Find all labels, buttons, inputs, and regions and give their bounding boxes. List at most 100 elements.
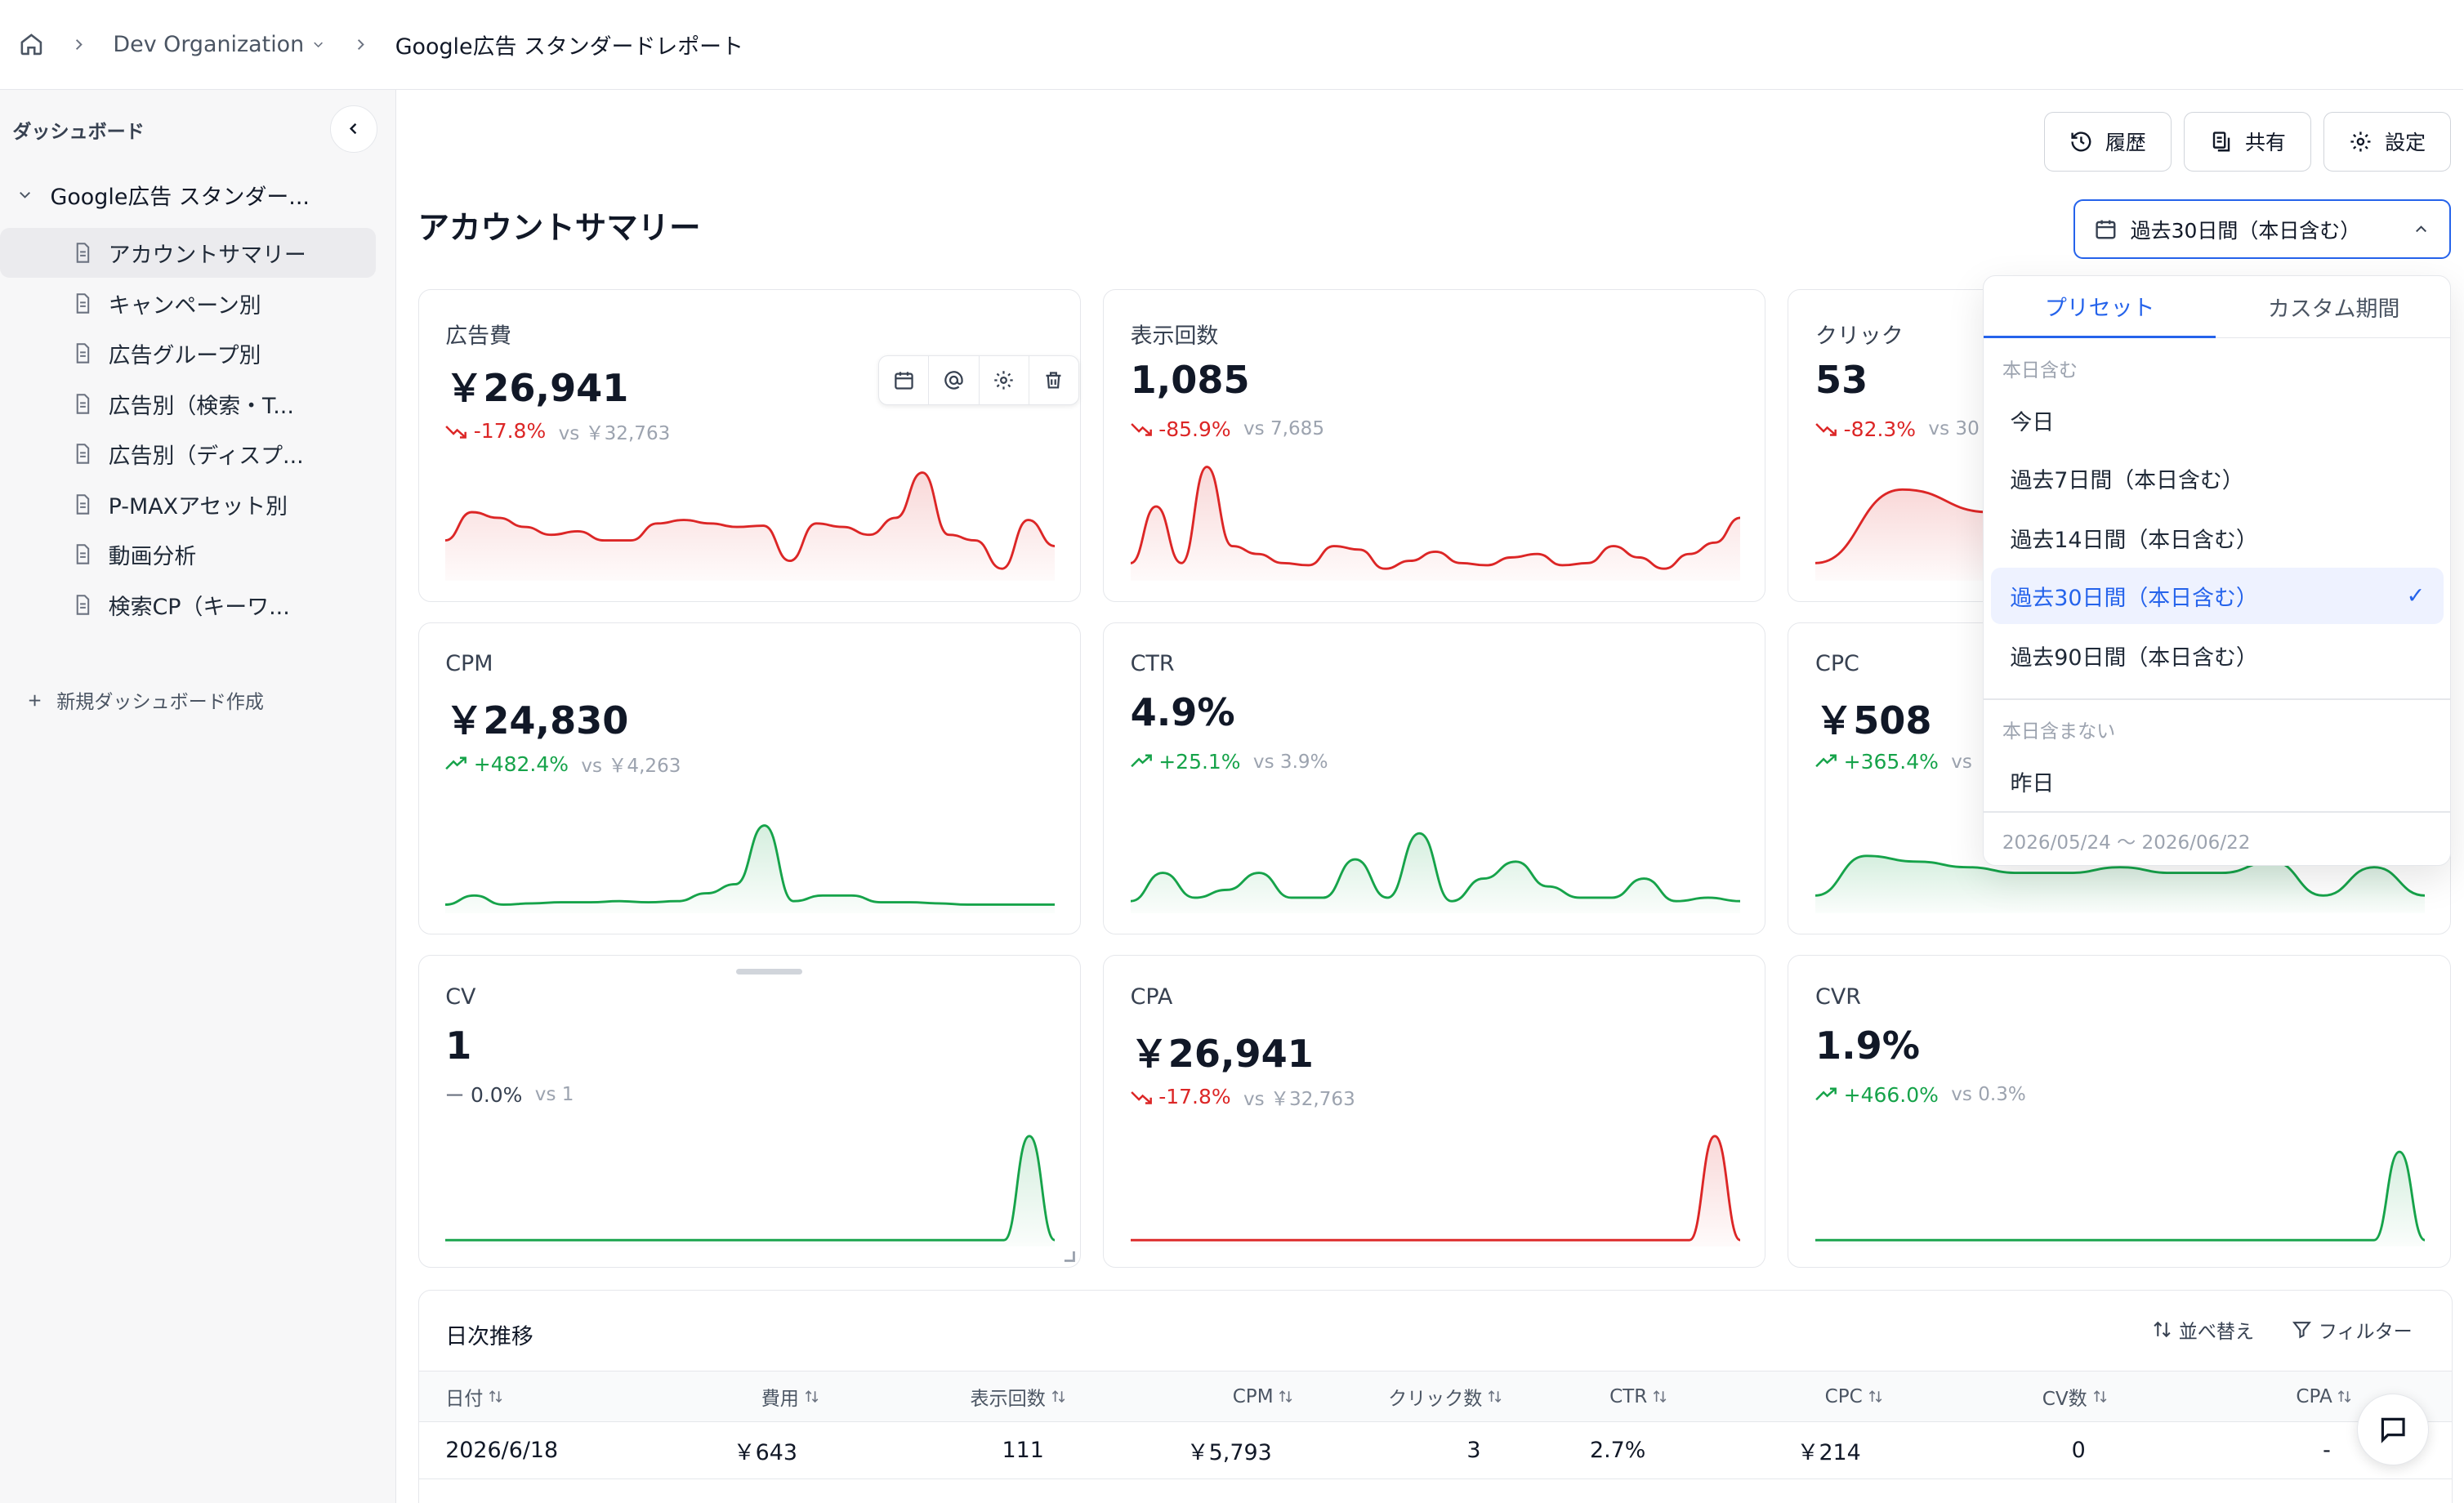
kpi-card[interactable]: 表示回数 1,085 -85.9% vs 7,685: [1102, 288, 1766, 602]
kpi-delta: -17.8% vs ￥32,763: [445, 417, 670, 445]
sparkline: [445, 471, 1056, 581]
sort-icon: [1653, 1390, 1667, 1403]
table-cell: ￥5,793: [1186, 1439, 1272, 1465]
chevron-right-icon: [351, 35, 370, 54]
kpi-compare: vs: [1951, 751, 1972, 773]
sort-button[interactable]: 並べ替え: [2152, 1316, 2254, 1344]
trend-up-icon: [1815, 754, 1837, 768]
sparkline: [1815, 1150, 2426, 1247]
document-icon: [77, 292, 90, 314]
table-row: 2026/6/18 ￥643 111 ￥5,793 3 2.7% ￥214 0 -: [418, 1422, 2452, 1479]
option-today[interactable]: 今日: [2010, 409, 2055, 435]
sidebar-group-label: Google広告 スタンダー...: [50, 185, 310, 211]
sidebar-item[interactable]: P-MAXアセット別: [0, 479, 376, 529]
column-header[interactable]: CPC: [1770, 1371, 1882, 1421]
home-icon[interactable]: [19, 32, 44, 57]
sidebar-item[interactable]: キャンペーン別: [0, 278, 376, 328]
calendar-icon: [2096, 220, 2116, 239]
main-content: 履歴 共有 設定 アカウントサマリー 過去30日間（本日含む） 広告費 ￥26,9…: [398, 90, 2464, 1503]
column-header[interactable]: 費用: [639, 1371, 819, 1421]
kpi-delta: -85.9% vs 7,685: [1130, 417, 1324, 441]
kpi-label: CPM: [445, 651, 493, 677]
gear-icon: [2350, 132, 2371, 152]
column-header[interactable]: CPA: [2194, 1371, 2352, 1421]
chevron-right-icon: [69, 35, 88, 54]
date-range-text: 2026/05/24 〜 2026/06/22: [2002, 832, 2251, 854]
kpi-compare: vs 3.9%: [1252, 751, 1328, 773]
new-dashboard-button[interactable]: 新規ダッシュボード作成: [25, 686, 264, 714]
chevron-down-icon: [20, 192, 31, 198]
tab-preset[interactable]: プリセット: [1983, 276, 2216, 339]
kpi-card[interactable]: CPA ￥26,941 -17.8% vs ￥32,763: [1102, 955, 1766, 1268]
trend-up-icon: [445, 756, 467, 769]
sparkline-line: [1130, 832, 1740, 903]
sparkline-area: [1815, 1152, 2426, 1247]
filter-icon: [2292, 1322, 2312, 1339]
date-range-picker[interactable]: 過去30日間（本日含む）: [2073, 199, 2451, 260]
document-icon: [77, 243, 90, 263]
kpi-card[interactable]: CV 1 0.0% vs 1: [417, 955, 1081, 1268]
sidebar-item[interactable]: アカウントサマリー: [0, 227, 376, 279]
check-icon: ✓: [2406, 583, 2426, 609]
sort-icon: [2154, 1321, 2171, 1338]
sidebar-group[interactable]: Google広告 スタンダー...: [16, 179, 310, 211]
filter-button[interactable]: フィルター: [2292, 1316, 2413, 1344]
option-last-30-days[interactable]: 過去30日間（本日含む） ✓: [1991, 568, 2444, 625]
kpi-card[interactable]: CVR 1.9% +466.0% vs 0.3%: [1788, 955, 2451, 1268]
trend-up-icon: [1815, 1087, 1837, 1100]
divider: [1983, 811, 2450, 814]
sidebar-item[interactable]: 動画分析: [0, 529, 376, 580]
kpi-card[interactable]: CTR 4.9% +25.1% vs 3.9%: [1102, 622, 1766, 935]
trend-up-icon: [1130, 754, 1152, 768]
drag-handle[interactable]: [735, 968, 802, 975]
option-last-7-days[interactable]: 過去7日間（本日含む）: [2010, 468, 2244, 494]
table-cell: ￥214: [1797, 1439, 1861, 1465]
column-header[interactable]: CV数: [1950, 1371, 2107, 1421]
option-last-90-days[interactable]: 過去90日間（本日含む）: [2010, 645, 2258, 671]
sort-icon: [1488, 1390, 1502, 1403]
settings-button[interactable]: 設定: [2323, 111, 2451, 172]
date-range-value: 過去30日間（本日含む）: [2130, 218, 2361, 243]
chevron-down-icon: [314, 42, 323, 47]
column-header[interactable]: 日付: [445, 1371, 634, 1421]
share-button[interactable]: 共有: [2183, 111, 2311, 172]
mention-icon[interactable]: [929, 355, 980, 405]
column-header[interactable]: 表示回数: [890, 1371, 1065, 1421]
sort-icon: [1279, 1390, 1292, 1403]
option-last-14-days[interactable]: 過去14日間（本日含む）: [2010, 528, 2258, 554]
trash-icon[interactable]: [1029, 356, 1078, 405]
option-yesterday[interactable]: 昨日: [2010, 771, 2055, 797]
document-icon: [77, 343, 90, 363]
kpi-label: 表示回数: [1130, 323, 1219, 350]
history-button[interactable]: 履歴: [2043, 111, 2172, 172]
table-header: 日付 費用 表示回数 CPM クリック数 CTR CPC CV数 CPA: [418, 1370, 2452, 1423]
sidebar-item[interactable]: 広告別（ディスプ...: [0, 429, 376, 479]
sparkline-line: [445, 1135, 1056, 1242]
column-header[interactable]: CPM: [1118, 1371, 1293, 1421]
top-bar: Dev Organization Google広告 スタンダードレポート: [0, 0, 2464, 90]
breadcrumb-org[interactable]: Dev Organization: [113, 32, 326, 57]
date-range-dropdown: プリセット カスタム期間 本日含む 今日 過去7日間（本日含む） 過去14日間（…: [1982, 274, 2451, 866]
kpi-card[interactable]: CPM ￥24,830 +482.4% vs ￥4,263: [417, 622, 1081, 935]
calendar-icon[interactable]: [879, 355, 930, 405]
gear-icon[interactable]: [980, 355, 1029, 405]
sidebar-item[interactable]: 広告グループ別: [0, 328, 376, 379]
kpi-value: 1: [445, 1023, 472, 1068]
kpi-delta-value: 0.0%: [470, 1082, 523, 1107]
sidebar-item[interactable]: 検索CP（キーワ...: [0, 580, 376, 631]
sidebar-item[interactable]: 広告別（検索・T...: [0, 378, 376, 429]
table-cell: -: [2323, 1437, 2331, 1463]
sidebar-collapse-button[interactable]: [329, 105, 377, 153]
kpi-delta: 0.0% vs 1: [445, 1083, 574, 1107]
kpi-label: クリック: [1815, 323, 1904, 350]
resize-icon[interactable]: [1063, 1250, 1075, 1262]
sparkline-area: [445, 1135, 1056, 1247]
chevron-left-icon: [350, 123, 357, 135]
tab-custom-range[interactable]: カスタム期間: [2267, 297, 2400, 323]
column-header[interactable]: CTR: [1573, 1371, 1667, 1421]
kpi-card[interactable]: 広告費 ￥26,941 -17.8% vs ￥32,763: [417, 288, 1081, 602]
kpi-value: ￥508: [1815, 698, 1932, 743]
chat-button[interactable]: [2356, 1393, 2429, 1466]
column-header[interactable]: クリック数: [1346, 1371, 1502, 1421]
trend-down-icon: [1815, 423, 1837, 437]
